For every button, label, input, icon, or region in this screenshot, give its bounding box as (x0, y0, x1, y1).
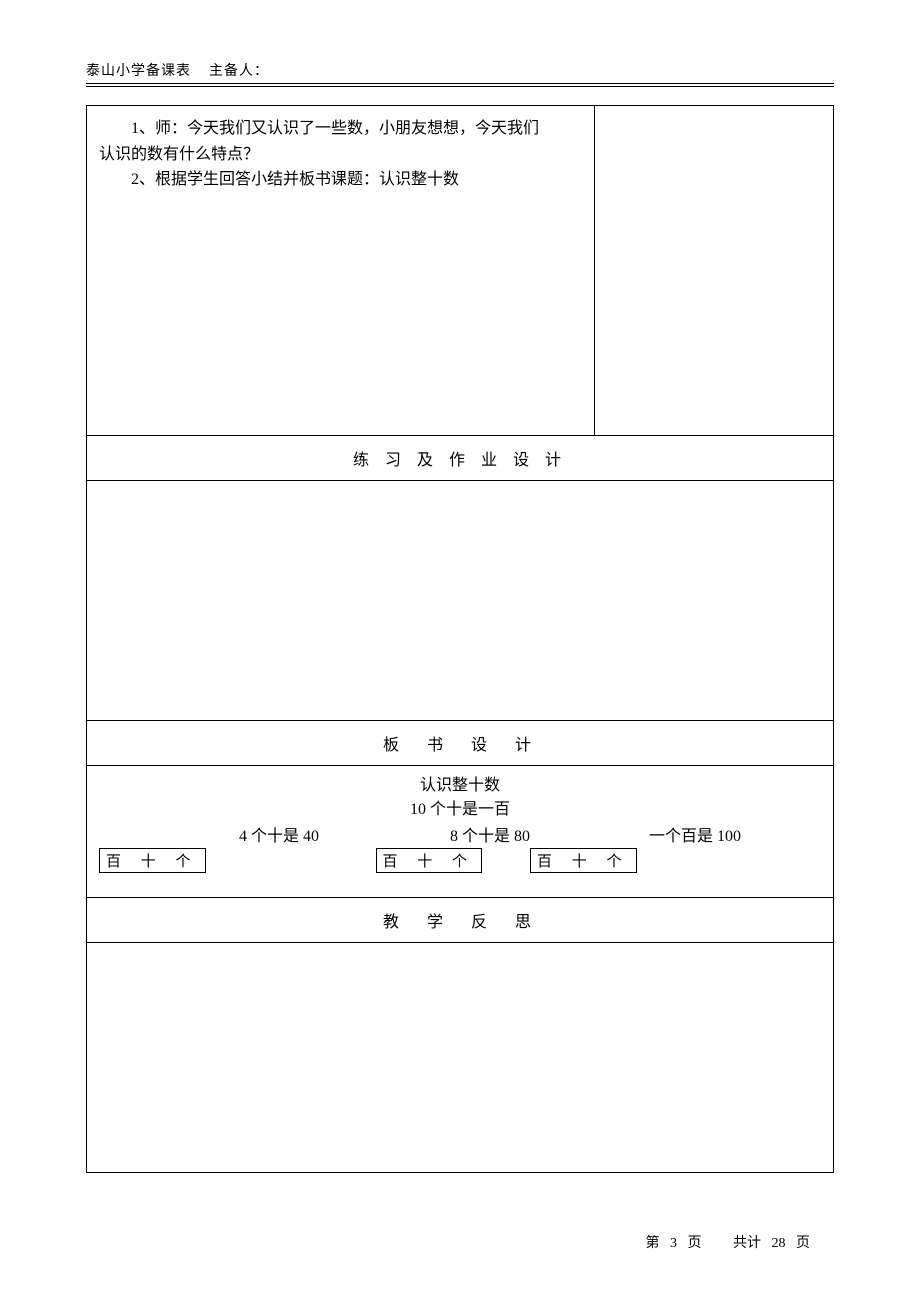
content-cell-left: 1、师：今天我们又认识了一些数，小朋友想想，今天我们 认识的数有什么特点？ 2、… (87, 106, 595, 436)
footer-page-label-left: 第 (646, 1236, 660, 1251)
exercise-header-row: 练 习 及 作 业 设 计 (87, 436, 834, 481)
footer-page-label-mid: 页 (688, 1236, 702, 1251)
banshu-row: 4 个十是 40 8 个十是 80 一个百是 100 (99, 822, 821, 846)
fansi-header-text: 教 学 反 思 (87, 898, 833, 942)
preparer-label: 主备人： (209, 64, 269, 79)
banshu-header-row: 板 书 设 计 (87, 721, 834, 766)
content-line-1: 1、师：今天我们又认识了一些数，小朋友想想，今天我们 (99, 116, 582, 142)
banshu-body: 认识整十数 10 个十是一百 4 个十是 40 8 个十是 80 一个百是 10… (87, 766, 834, 898)
banshu-header-text: 板 书 设 计 (87, 721, 833, 765)
banshu-mid: 8 个十是 80 (406, 822, 573, 846)
school-name: 泰山小学备课表 (86, 64, 191, 79)
fansi-header: 教 学 反 思 (87, 898, 834, 943)
banshu-body-row: 认识整十数 10 个十是一百 4 个十是 40 8 个十是 80 一个百是 10… (87, 766, 834, 898)
banshu-right: 一个百是 100 (574, 822, 821, 846)
banshu-box-3: 百 十 个 (530, 848, 637, 873)
fansi-body-row (87, 943, 834, 1173)
exercise-body (87, 481, 834, 721)
page-footer: 第 3 页 共计 28 页 (646, 1232, 811, 1252)
banshu-left: 4 个十是 40 (99, 822, 406, 846)
banshu-box-row: 百 十 个 百 十 个 百 十 个 (99, 848, 821, 873)
footer-total-num: 28 (772, 1236, 786, 1251)
content-row: 1、师：今天我们又认识了一些数，小朋友想想，今天我们 认识的数有什么特点？ 2、… (87, 106, 834, 436)
exercise-header: 练 习 及 作 业 设 计 (87, 436, 834, 481)
content-line-1b: 认识的数有什么特点？ (99, 142, 582, 168)
lesson-table: 1、师：今天我们又认识了一些数，小朋友想想，今天我们 认识的数有什么特点？ 2、… (86, 105, 834, 1173)
content-line-2: 2、根据学生回答小结并板书课题：认识整十数 (99, 167, 582, 193)
footer-total-label-end: 页 (796, 1236, 810, 1251)
content-cell-right (594, 106, 833, 436)
banshu-title: 认识整十数 (99, 774, 821, 798)
banshu-box-2: 百 十 个 (376, 848, 483, 873)
fansi-header-row: 教 学 反 思 (87, 898, 834, 943)
footer-page-num: 3 (670, 1236, 677, 1251)
exercise-body-row (87, 481, 834, 721)
page-header: 泰山小学备课表 主备人： (86, 60, 834, 80)
exercise-header-text: 练 习 及 作 业 设 计 (87, 436, 833, 480)
header-divider (86, 83, 834, 87)
banshu-header: 板 书 设 计 (87, 721, 834, 766)
footer-total-label: 共计 (733, 1236, 761, 1251)
fansi-body (87, 943, 834, 1173)
banshu-sub1: 10 个十是一百 (99, 798, 821, 822)
banshu-box-1: 百 十 个 (99, 848, 206, 873)
